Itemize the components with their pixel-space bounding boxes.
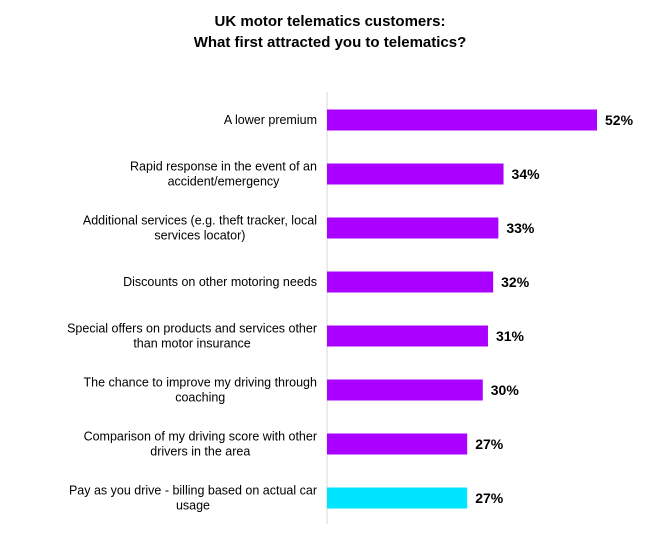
category-label-3: Additional services (e.g. theft tracker,… bbox=[83, 214, 317, 243]
value-label-2: 34% bbox=[512, 166, 541, 182]
category-label-5: Special offers on products and services … bbox=[67, 322, 317, 351]
category-label-1: A lower premium bbox=[224, 113, 317, 127]
bar-8 bbox=[327, 487, 468, 509]
bar-6 bbox=[327, 379, 483, 401]
category-label-8: Pay as you drive - billing based on actu… bbox=[69, 484, 317, 513]
bar-4 bbox=[327, 271, 494, 293]
chart-title-line-2: What first attracted you to telematics? bbox=[193, 34, 467, 51]
category-label-2: Rapid response in the event of an acciden… bbox=[130, 160, 317, 189]
bar-7 bbox=[327, 433, 468, 455]
value-label-8: 27% bbox=[475, 490, 504, 506]
category-label-4: Discounts on other motoring needs bbox=[123, 275, 317, 289]
chart-title-line-1: UK motor telematics customers: bbox=[214, 13, 446, 30]
bar-3 bbox=[327, 217, 499, 239]
value-label-4: 32% bbox=[501, 274, 530, 290]
category-label-6: The chance to improve my driving through… bbox=[84, 376, 317, 405]
value-label-1: 52% bbox=[605, 112, 634, 128]
value-label-5: 31% bbox=[496, 328, 525, 344]
value-label-3: 33% bbox=[506, 220, 535, 236]
category-label-7: Comparison of my driving score with othe… bbox=[84, 430, 317, 459]
value-label-6: 30% bbox=[491, 382, 520, 398]
chart-title: UK motor telematics customers: What firs… bbox=[0, 11, 660, 53]
bar-2 bbox=[327, 163, 504, 185]
bar-1 bbox=[327, 109, 597, 131]
value-label-7: 27% bbox=[475, 436, 504, 452]
bar-5 bbox=[327, 325, 488, 347]
